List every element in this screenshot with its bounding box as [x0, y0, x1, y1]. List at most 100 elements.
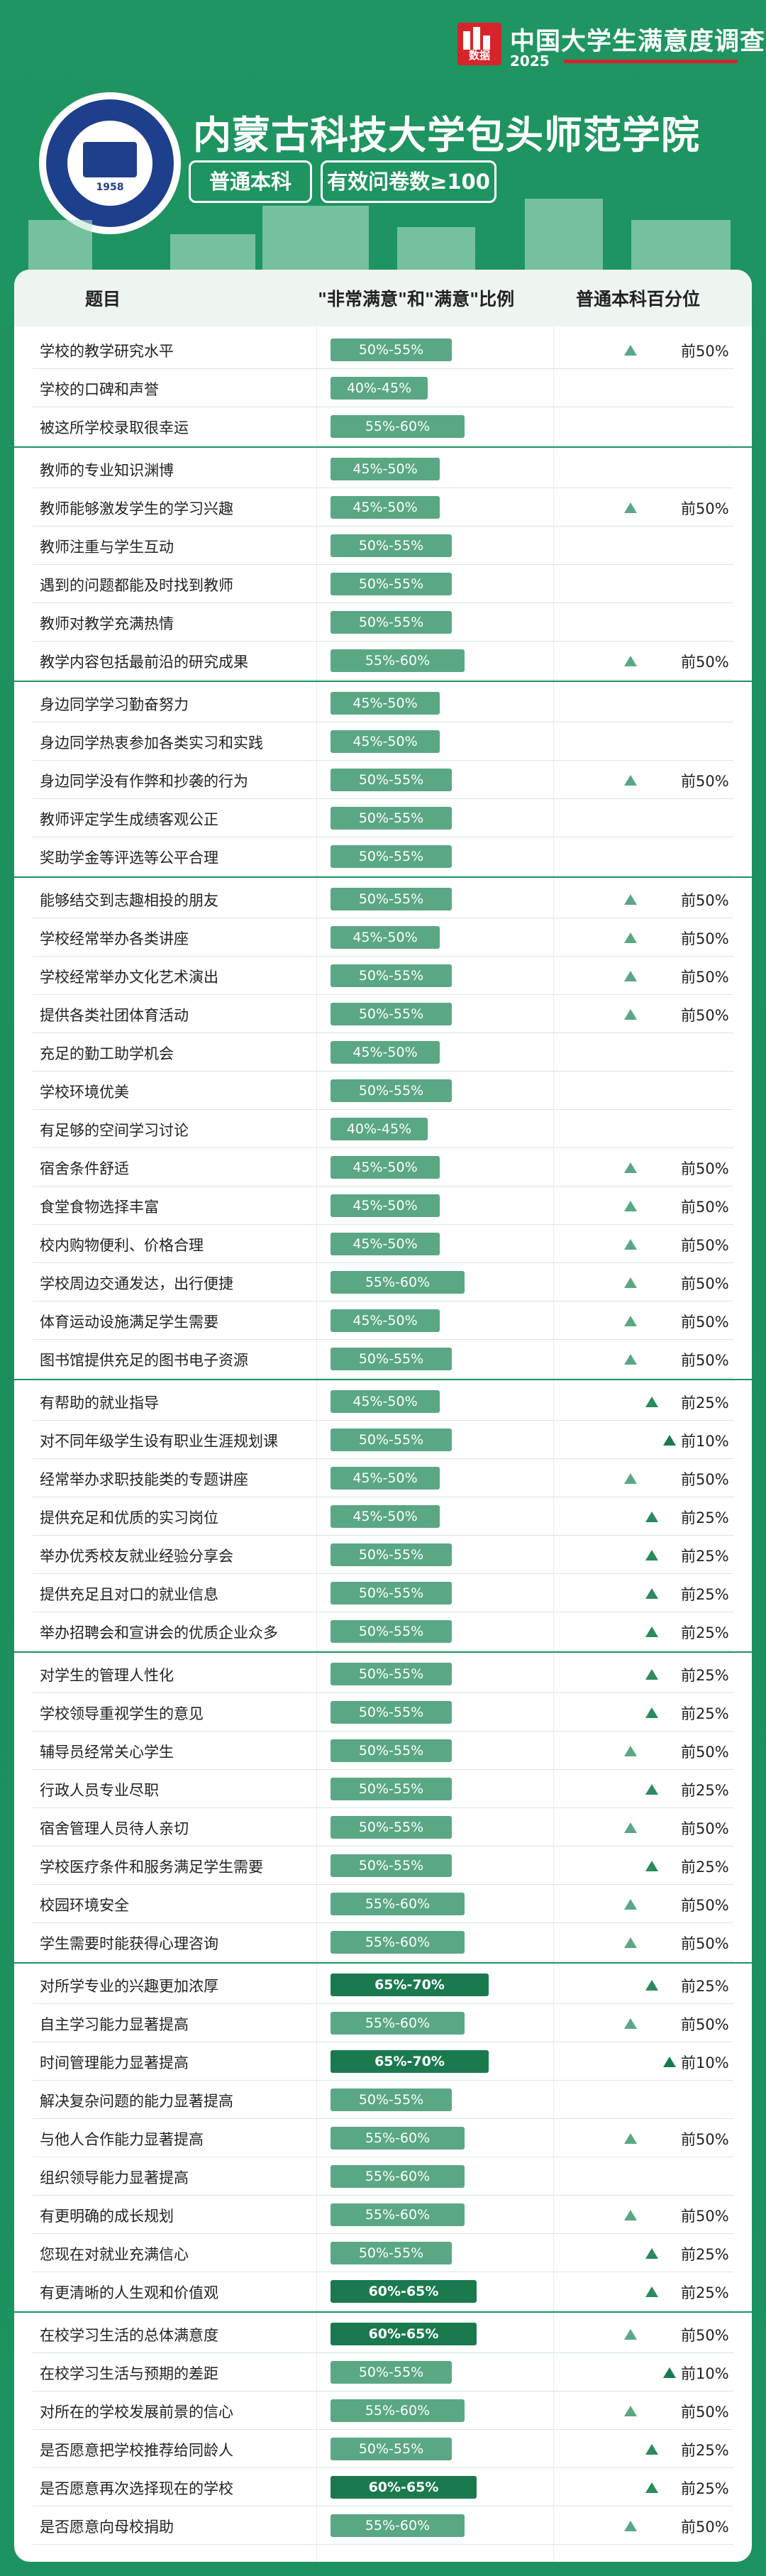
rank-triangle-icon [624, 971, 637, 981]
rank-triangle-icon [624, 1009, 637, 1020]
row-label: 与他人合作能力显著提高 [40, 2131, 204, 2148]
table-row: 解决复杂问题的能力显著提高 50%-55% [14, 2081, 752, 2119]
table-row: 时间管理能力显著提高 65%-70% 前10% [14, 2042, 752, 2081]
satisfaction-bar: 55%-60% [331, 1271, 465, 1294]
satisfaction-bar: 50%-55% [331, 845, 452, 868]
satisfaction-bar: 50%-55% [331, 1348, 452, 1370]
table-row: 学校医疗条件和服务满足学生需要 50%-55% 前25% [14, 1846, 752, 1885]
table-row: 行政人员专业尽职 50%-55% 前25% [14, 1770, 752, 1808]
row-label: 奖助学金等评选等公平合理 [40, 849, 218, 866]
rank-percentile: 前25% [681, 1624, 729, 1641]
rank-triangle-icon [624, 502, 637, 513]
satisfaction-bar: 50%-55% [331, 964, 452, 987]
row-divider [33, 2003, 733, 2004]
table-row: 校园环境安全 55%-60% 前50% [14, 1885, 752, 1923]
satisfaction-bar: 50%-55% [331, 1003, 452, 1025]
rank-percentile: 前50% [681, 1935, 729, 1952]
table-row: 提供各类社团体育活动 50%-55% 前50% [14, 995, 752, 1033]
row-label: 学校经常举办各类讲座 [40, 930, 189, 947]
satisfaction-bar: 45%-50% [331, 1467, 440, 1490]
row-label: 对所在的学校发展前景的信心 [40, 2404, 233, 2421]
satisfaction-bar: 50%-55% [331, 338, 452, 361]
rank-triangle-icon [624, 1162, 637, 1173]
table-row: 是否愿意把学校推荐给同龄人 50%-55% 前25% [14, 2430, 752, 2468]
satisfaction-bar: 55%-60% [331, 2203, 465, 2226]
table-row: 学校的教学研究水平 50%-55% 前50% [14, 331, 752, 369]
rank-triangle-icon [645, 1707, 658, 1718]
row-label: 宿舍条件舒适 [40, 1160, 129, 1177]
row-divider [33, 2195, 733, 2196]
row-label: 经常举办求职技能类的专题讲座 [40, 1471, 248, 1488]
satisfaction-bar: 55%-60% [331, 2012, 465, 2035]
rank-percentile: 前10% [681, 1433, 729, 1450]
row-divider [33, 1922, 733, 1923]
row-label: 教学内容包括最前沿的研究成果 [40, 654, 248, 671]
row-label: 组织领导能力显著提高 [40, 2169, 189, 2186]
row-label: 遇到的问题都能及时找到教师 [40, 577, 233, 594]
satisfaction-bar: 50%-55% [331, 2088, 452, 2111]
satisfaction-bar: 50%-55% [331, 1543, 452, 1566]
row-label: 有更明确的成长规划 [40, 2208, 174, 2225]
row-label: 解决复杂问题的能力显著提高 [40, 2093, 233, 2110]
rank-percentile: 前50% [681, 1199, 729, 1216]
school-name: 内蒙古科技大学包头师范学院 [193, 113, 700, 158]
row-label: 有足够的空间学习讨论 [40, 1122, 189, 1139]
table-row: 有帮助的就业指导 45%-50% 前25% [14, 1382, 752, 1421]
row-divider [33, 1692, 733, 1693]
satisfaction-bar: 45%-50% [331, 1194, 440, 1217]
rank-percentile: 前25% [681, 1782, 729, 1799]
table-row: 体育运动设施满足学生需要 45%-50% 前50% [14, 1301, 752, 1340]
row-divider [33, 1377, 733, 1378]
rank-triangle-icon [645, 1588, 658, 1599]
table-row: 在校学习生活的总体满意度 60%-65% 前50% [14, 2315, 752, 2353]
row-label: 对所学专业的兴趣更加浓厚 [40, 1978, 218, 1995]
rank-triangle-icon [624, 1937, 637, 1948]
satisfaction-bar: 60%-65% [331, 2280, 477, 2303]
rank-percentile: 前50% [681, 892, 729, 909]
sample-size-badge: 有效问卷数≥100 [321, 160, 496, 203]
table-header: 题目 "非常满意"和"满意"比例 普通本科百分位 [14, 270, 752, 326]
satisfaction-bar: 50%-55% [331, 1582, 452, 1605]
row-divider [33, 2544, 733, 2545]
survey-table-card: 题目 "非常满意"和"满意"比例 普通本科百分位 学校的教学研究水平 50%-55… [14, 270, 752, 2562]
row-divider [33, 1769, 733, 1770]
rank-percentile: 前50% [681, 2519, 729, 2536]
row-label: 学校经常举办文化艺术演出 [40, 969, 218, 986]
row-label: 您现在对就业充满信心 [40, 2246, 189, 2263]
row-label: 校园环境安全 [40, 1897, 129, 1914]
row-label: 自主学习能力显著提高 [40, 2016, 189, 2033]
table-row: 宿舍条件舒适 45%-50% 前50% [14, 1148, 752, 1187]
table-row: 学校周边交通发达，出行便捷 55%-60% 前50% [14, 1263, 752, 1301]
rank-triangle-icon [624, 1473, 637, 1484]
row-label: 教师对教学充满热情 [40, 615, 174, 632]
rank-percentile: 前25% [681, 1859, 729, 1876]
table-row: 教师评定学生成绩客观公正 50%-55% [14, 799, 752, 837]
row-divider [33, 1186, 733, 1187]
satisfaction-bar: 65%-70% [331, 1974, 489, 1996]
row-divider [33, 1807, 733, 1808]
rank-percentile: 前50% [681, 2404, 729, 2421]
group-separator [14, 2311, 752, 2313]
row-divider [33, 1535, 733, 1536]
table-row: 身边同学学习勤奋努力 45%-50% [14, 684, 752, 722]
table-row: 图书馆提供充足的图书电子资源 50%-55% 前50% [14, 1340, 752, 1378]
satisfaction-bar: 50%-55% [331, 611, 452, 634]
satisfaction-bar: 45%-50% [331, 1309, 440, 1332]
row-label: 是否愿意把学校推荐给同龄人 [40, 2442, 233, 2459]
row-divider [33, 798, 733, 799]
row-label: 体育运动设施满足学生需要 [40, 1314, 218, 1331]
satisfaction-bar: 50%-55% [331, 769, 452, 791]
satisfaction-bar: 50%-55% [331, 2438, 452, 2460]
rank-triangle-icon [624, 1899, 637, 1910]
group-separator [14, 446, 752, 448]
satisfaction-bar: 50%-55% [331, 807, 452, 830]
row-label: 学校的口碑和声誉 [40, 381, 159, 398]
rank-percentile: 前50% [681, 1744, 729, 1761]
rank-triangle-icon [624, 1354, 637, 1365]
row-label: 提供充足且对口的就业信息 [40, 1586, 218, 1603]
row-divider [33, 2352, 733, 2353]
rank-percentile: 前50% [681, 773, 729, 790]
satisfaction-bar: 45%-50% [331, 926, 440, 949]
satisfaction-bar: 40%-45% [331, 377, 428, 400]
rank-percentile: 前50% [681, 1007, 729, 1024]
